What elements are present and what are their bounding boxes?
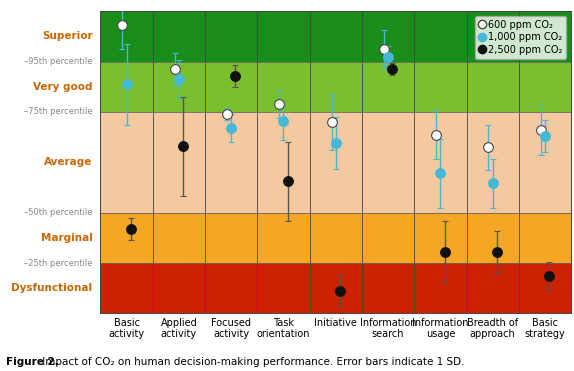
Bar (100, 263, 571, 313)
Text: Marginal: Marginal (41, 233, 92, 243)
Text: Superior: Superior (42, 31, 92, 41)
Bar (100, 62, 571, 112)
Text: Dysfunctional: Dysfunctional (11, 283, 92, 293)
Bar (100, 112, 571, 213)
Text: –50th percentile: –50th percentile (24, 208, 92, 217)
Text: Impact of CO₂ on human decision-making performance. Error bars indicate 1 SD.: Impact of CO₂ on human decision-making p… (39, 357, 464, 367)
Text: –75th percentile: –75th percentile (24, 108, 92, 116)
Text: Very good: Very good (33, 82, 92, 92)
Text: –95th percentile: –95th percentile (24, 57, 92, 66)
Bar (100, 213, 571, 263)
Text: Average: Average (44, 157, 92, 167)
Legend: 600 ppm CO₂, 1,000 ppm CO₂, 2,500 ppm CO₂: 600 ppm CO₂, 1,000 ppm CO₂, 2,500 ppm CO… (475, 16, 567, 59)
Text: –25th percentile: –25th percentile (24, 259, 92, 267)
Text: Figure 2.: Figure 2. (6, 357, 59, 367)
Bar (100, 11, 571, 62)
